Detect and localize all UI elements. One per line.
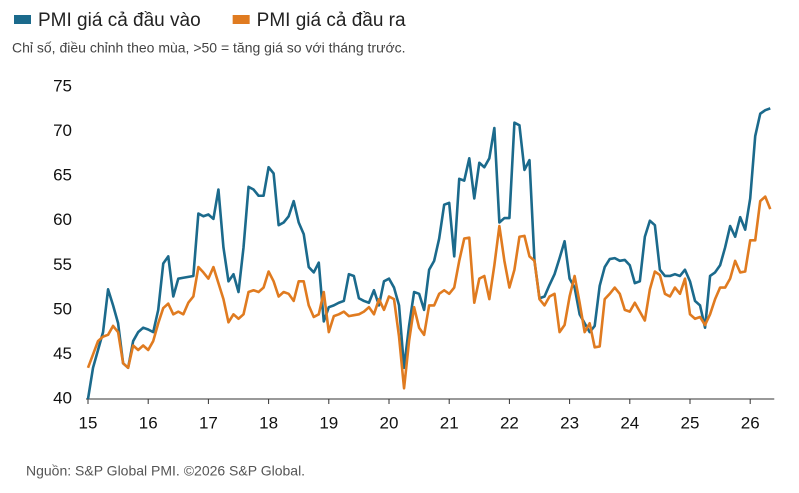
y-tick-label: 70 [53, 121, 72, 140]
x-tick-label: 22 [500, 413, 519, 432]
y-tick-label: 50 [53, 299, 72, 318]
x-tick-label: 15 [79, 413, 98, 432]
x-tick-label: 23 [560, 413, 579, 432]
x-tick-label: 24 [620, 413, 639, 432]
x-tick-label: 18 [259, 413, 278, 432]
legend-swatch [14, 15, 31, 24]
chart-subtitle: Chỉ số, điều chỉnh theo mùa, >50 = tăng … [12, 40, 406, 56]
source-note: Nguồn: S&P Global PMI. ©2026 S&P Global. [26, 463, 305, 479]
y-tick-label: 55 [53, 255, 72, 274]
y-tick-label: 40 [53, 388, 72, 407]
x-tick-label: 20 [380, 413, 399, 432]
x-tick-label: 16 [139, 413, 158, 432]
series-line [86, 195, 772, 390]
y-tick-label: 75 [53, 76, 72, 95]
x-tick-label: 25 [681, 413, 700, 432]
series-line [86, 107, 771, 400]
legend-label: PMI giá cả đầu vào [38, 10, 201, 31]
y-tick-label: 60 [53, 210, 72, 229]
x-tick-label: 21 [440, 413, 459, 432]
x-tick-label: 19 [319, 413, 338, 432]
x-tick-label: 17 [199, 413, 218, 432]
x-tick-label: 26 [741, 413, 760, 432]
legend-swatch [232, 15, 250, 24]
y-tick-label: 65 [53, 166, 72, 185]
legend-label: PMI giá cả đầu ra [257, 10, 406, 31]
y-tick-label: 45 [53, 344, 72, 363]
